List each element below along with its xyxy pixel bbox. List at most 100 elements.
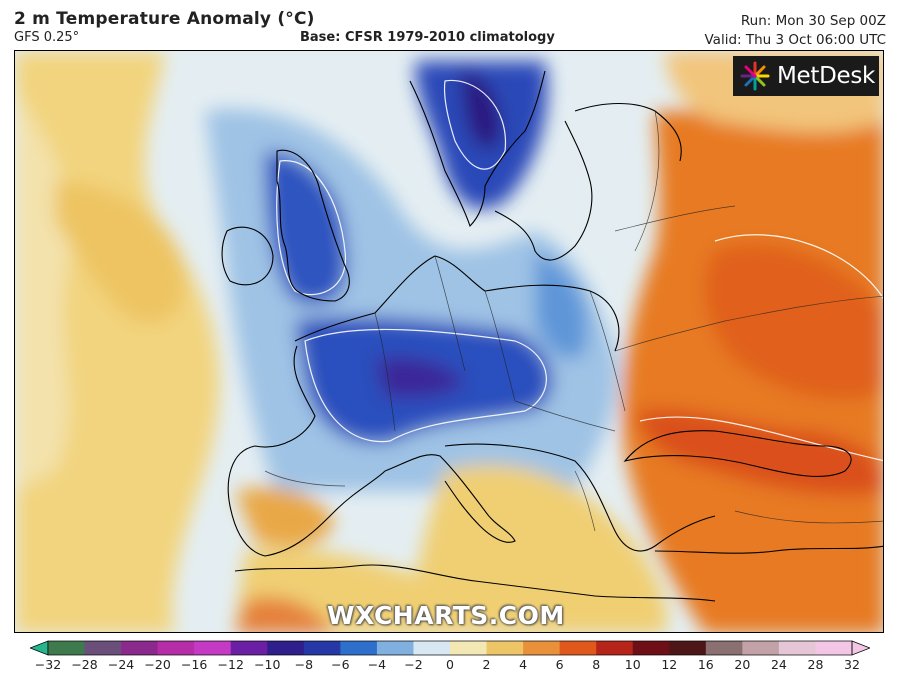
border-5 [614, 295, 883, 352]
colorbar-tick-label: −8 [294, 657, 314, 672]
coast-finland-gulf [574, 102, 682, 162]
border-8 [514, 400, 616, 432]
colorbar-border [47, 640, 853, 656]
anomaly-map: MetDesk WXCHARTS.COM [14, 50, 884, 633]
colorbar-tick-label: 8 [592, 657, 601, 672]
colorbar-segment [815, 641, 853, 655]
border-7 [634, 110, 660, 252]
coastlines [221, 70, 883, 602]
border-9 [264, 470, 346, 487]
colorbar-tick-label: 24 [770, 657, 787, 672]
colorbar-segment [669, 641, 707, 655]
colorbar-segment [486, 641, 524, 655]
anomaly-contours [276, 79, 883, 462]
colorbar-segment [632, 641, 670, 655]
run-label: Run: Mon 30 Sep 00Z [740, 13, 886, 29]
colorbar-segment [303, 641, 341, 655]
colorbar-segment [121, 641, 159, 655]
colorbar-segment [742, 641, 780, 655]
colorbar-tick-label: 28 [807, 657, 824, 672]
colorbar-segment [596, 641, 634, 655]
coast-france-iberia [227, 345, 386, 557]
field-warm-iberia [235, 487, 335, 547]
colorbar-tick-label: −28 [71, 657, 98, 672]
colorbar-segment [559, 641, 597, 655]
map-title: 2 m Temperature Anomaly (°C) [14, 9, 315, 29]
base-climatology-label: Base: CFSR 1979-2010 climatology [300, 30, 555, 45]
colorbar-segment [523, 641, 561, 655]
border-4 [589, 290, 626, 412]
map-canvas [15, 51, 883, 632]
coast-north-africa [234, 564, 716, 602]
colorbar-segment [376, 641, 414, 655]
colorbar-segment [48, 641, 86, 655]
colorbar-segment [705, 641, 743, 655]
colorbar-segment [340, 641, 378, 655]
contour-russia [714, 234, 883, 300]
colorbar-segment [194, 641, 232, 655]
border-2 [434, 255, 466, 372]
colorbar-segment [267, 641, 305, 655]
contour-central-europe [304, 328, 547, 443]
border-3 [484, 290, 516, 402]
contour-blacksea [639, 416, 883, 462]
colorbar-segment [778, 641, 816, 655]
coast-black-sea [623, 430, 852, 477]
field-warm-mediterranean [405, 464, 668, 632]
colorbar-tick-label: −6 [331, 657, 350, 672]
colorbar-tick-label: −10 [254, 657, 281, 672]
colorbar-tick-label: −24 [107, 657, 135, 672]
colorbar-tick-label: 10 [624, 657, 641, 672]
coast-balkans-greece [444, 443, 716, 552]
colorbar-tick-label: 6 [555, 657, 564, 672]
field-cold-core-norway [460, 71, 501, 150]
field-cold-core-alps [375, 357, 465, 398]
field-hot-morocco [235, 597, 334, 632]
colorbar-tick-label: −4 [367, 657, 387, 672]
colorbar-tick-label: −12 [217, 657, 244, 672]
colorbar-left-arrow [29, 640, 49, 656]
border-10 [574, 470, 596, 532]
contour-britain [276, 160, 346, 296]
colorbar-tick-label: 12 [661, 657, 678, 672]
colorbar: −32 −28 −24 −20 −16 −12 −10 −8 −6 −4 −2 0 2 4 6 8 10 12 16… [29, 640, 871, 680]
colorbar-tick-label: 4 [519, 657, 528, 672]
coast-north-europe [294, 255, 620, 352]
colorbar-tick-label: 32 [844, 657, 860, 672]
metdesk-burst-icon [740, 61, 770, 91]
colorbar-segment [84, 641, 122, 655]
coast-ireland [221, 226, 274, 286]
border-11 [734, 510, 883, 524]
contour-norway [443, 79, 507, 170]
colorbar-right-arrow [851, 640, 871, 656]
colorbar-tick-label: 16 [697, 657, 714, 672]
colorbar-segment [450, 641, 488, 655]
coast-scandinavia [409, 70, 546, 228]
colorbar-tick-label: −20 [144, 657, 171, 672]
colorbar-segment [230, 641, 268, 655]
colorbar-tick-label: −32 [34, 657, 62, 672]
field-warm-patch [55, 181, 186, 324]
logo-text: MetDesk [777, 63, 876, 89]
coast-turkey-south [654, 545, 883, 554]
metdesk-logo: MetDesk [733, 56, 879, 96]
watermark: WXCHARTS.COM [327, 601, 565, 630]
colorbar-tick-label: 2 [482, 657, 491, 672]
border-6 [614, 205, 736, 232]
colorbar-segment [413, 641, 451, 655]
country-borders [264, 110, 883, 532]
header-right: Run: Mon 30 Sep 00Z Valid: Thu 3 Oct 06:… [705, 12, 887, 50]
field-hotter-russia [704, 244, 883, 399]
colorbar-segment [157, 641, 195, 655]
header-left: 2 m Temperature Anomaly (°C) GFS 0.25° [14, 9, 315, 45]
coast-great-britain [276, 149, 350, 302]
colorbar-tick-label: −2 [404, 657, 423, 672]
colorbar-bar [29, 640, 871, 656]
valid-label: Valid: Thu 3 Oct 06:00 UTC [704, 32, 887, 48]
coast-italy [384, 454, 516, 543]
model-label: GFS 0.25° [14, 30, 80, 45]
field-cool-poland [535, 251, 588, 360]
colorbar-tick-label: 20 [734, 657, 751, 672]
colorbar-tick-label: 0 [446, 657, 454, 672]
border-1 [374, 312, 396, 432]
